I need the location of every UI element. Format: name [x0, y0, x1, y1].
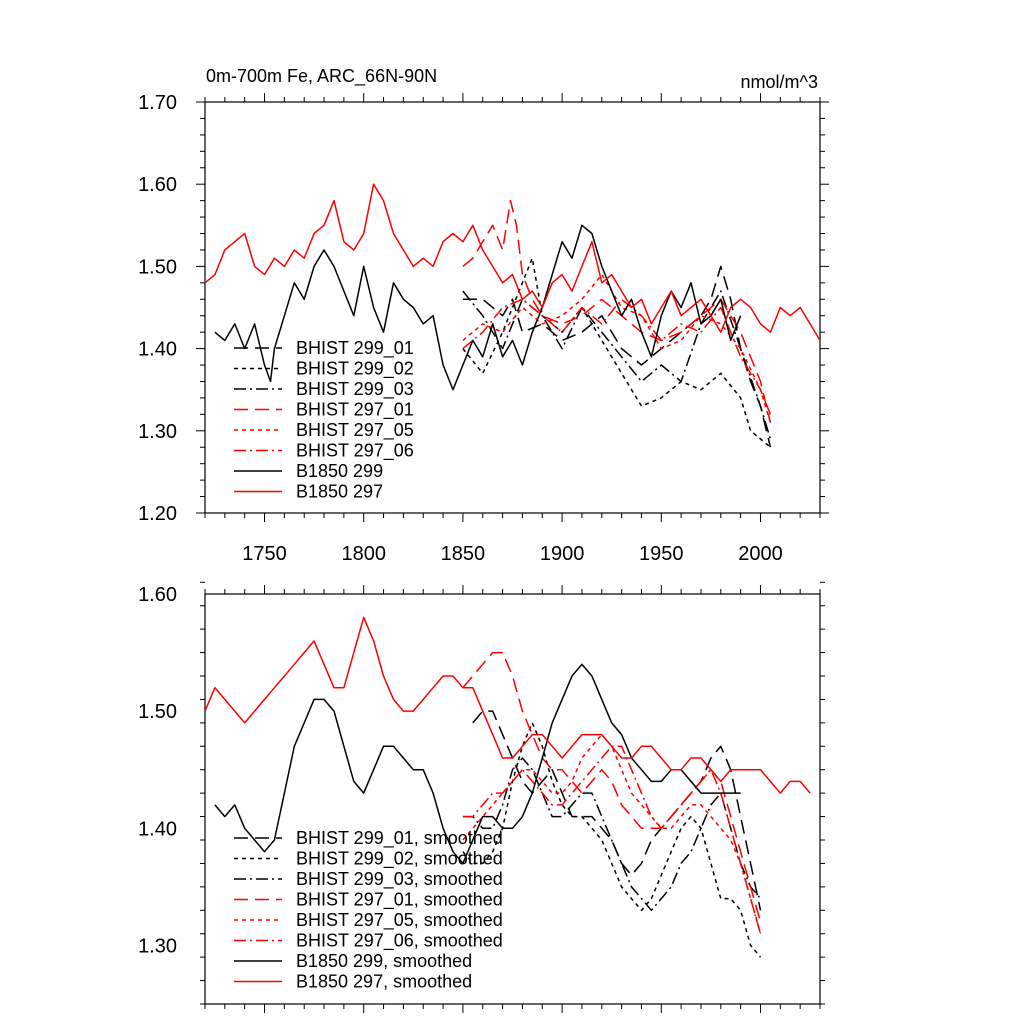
x-tick-label: 1900: [540, 543, 585, 565]
y-tick-label: 1.20: [138, 503, 177, 525]
legend-label: B1850 299, smoothed: [296, 951, 472, 971]
x-tick-label: 2000: [738, 543, 783, 565]
series-group: [205, 616, 811, 958]
plot-frame: [204, 593, 821, 1005]
series-line: [462, 722, 762, 958]
units-label: nmol/m^3: [741, 72, 818, 92]
series-line: [462, 199, 772, 423]
legend-label: BHIST 299_03: [296, 379, 414, 400]
series-line: [462, 257, 771, 448]
x-tick-label: 1850: [441, 543, 486, 565]
legend-label: B1850 297: [296, 482, 383, 502]
y-tick-label: 1.50: [138, 256, 177, 278]
chart-title: 0m-700m Fe, ARC_66N-90N: [206, 66, 437, 87]
series-line: [462, 265, 772, 448]
legend-label: BHIST 299_01: [296, 338, 414, 359]
legend-label: BHIST 299_02, smoothed: [296, 849, 503, 870]
plot-frame: [204, 101, 821, 514]
series-line: [205, 616, 811, 794]
legend-label: B1850 299: [296, 461, 383, 481]
legend-label: BHIST 299_03, smoothed: [296, 869, 503, 890]
y-tick-label: 1.50: [138, 701, 177, 723]
y-tick-label: 1.30: [138, 421, 177, 443]
series-line: [205, 183, 820, 341]
legend-label: BHIST 299_02: [296, 359, 414, 380]
series-line: [472, 710, 762, 911]
legend-label: BHIST 297_01: [296, 400, 414, 421]
y-tick-label: 1.60: [138, 584, 177, 606]
series-line: [462, 757, 762, 912]
legend-label: BHIST 297_01, smoothed: [296, 890, 503, 911]
y-tick-label: 1.40: [138, 339, 177, 361]
x-tick-label: 1750: [242, 543, 287, 565]
series-line: [462, 290, 772, 440]
top-panel: 1750 1800 1850 1900 1950 2000 1.20 1.30 1.40 1.50…: [138, 92, 829, 565]
legend-label: B1850 297, smoothed: [296, 972, 472, 992]
series-line: [214, 663, 741, 865]
legend-label: BHIST 297_06, smoothed: [296, 931, 503, 952]
series-line: [214, 224, 742, 391]
legend-label: BHIST 297_05: [296, 420, 414, 441]
series-line: [462, 733, 762, 934]
y-tick-label: 1.40: [138, 818, 177, 840]
y-tick-label: 1.30: [138, 935, 177, 957]
legend-label: BHIST 297_06: [296, 441, 414, 462]
y-tick-label: 1.60: [138, 174, 177, 196]
y-tick-label: 1.70: [138, 92, 177, 114]
series-line: [462, 273, 772, 423]
legend-label: BHIST 299_01, smoothed: [296, 828, 503, 849]
x-tick-label: 1950: [639, 543, 684, 565]
series-group: [205, 183, 820, 448]
series-line: [462, 298, 772, 415]
legend-label: BHIST 297_05, smoothed: [296, 910, 503, 931]
x-tick-label: 1800: [341, 543, 386, 565]
